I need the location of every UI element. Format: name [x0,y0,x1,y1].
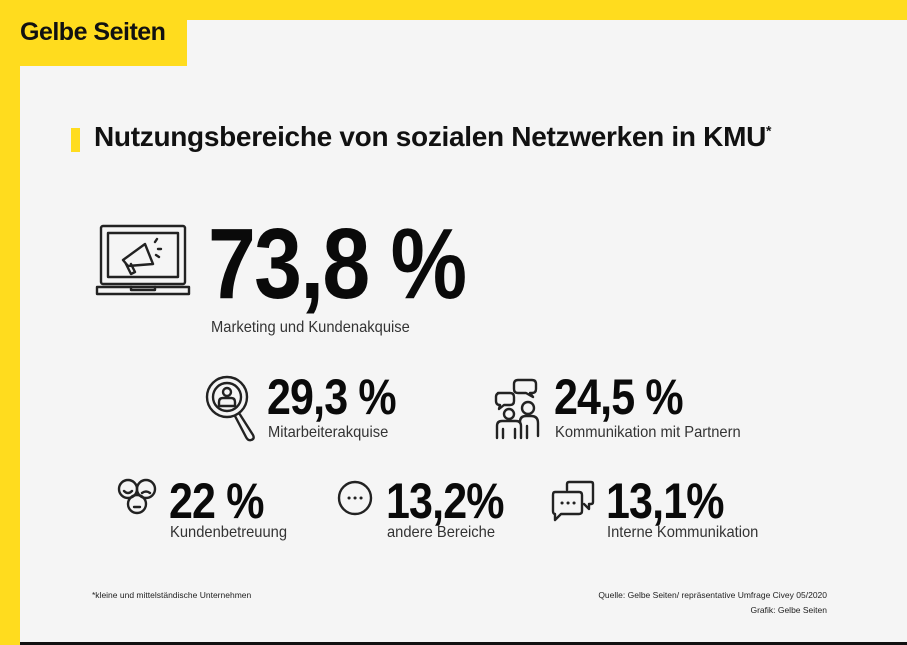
graphic-credit: Grafik: Gelbe Seiten [750,605,827,615]
faces-icon [117,478,157,515]
title-accent-bar [71,128,80,152]
stat-label-intern: Interne Kommunikation [607,524,759,541]
stat-value-partner: 24,5 % [554,369,684,425]
footnote: *kleine und mittelständische Unternehmen [92,590,252,600]
title-footnote-mark: * [766,122,772,139]
stat-value-andere: 13,2% [386,473,504,529]
source-note: Quelle: Gelbe Seiten/ repräsentative Umf… [598,590,827,600]
stat-label-mitarbeiter: Mitarbeiterakquise [268,424,389,441]
content-panel [20,20,907,642]
logo-text: Gelbe Seiten [20,18,166,46]
stat-value-intern: 13,1% [606,473,724,529]
stat-label-marketing: Marketing und Kundenakquise [211,319,410,336]
stat-value-mitarbeiter: 29,3 % [267,369,397,425]
stat-value-marketing: 73,8 % [208,208,467,320]
magnifier-person-icon [205,375,255,442]
laptop-megaphone-icon [95,224,191,296]
stat-label-andere: andere Bereiche [387,524,496,541]
stat-label-kundenbetreuung: Kundenbetreuung [170,524,288,541]
people-chat-icon [494,378,540,440]
page-title: Nutzungsbereiche von sozialen Netzwerken… [94,121,771,153]
title-text: Nutzungsbereiche von sozialen Netzwerken… [94,121,767,152]
stat-value-kundenbetreuung: 22 % [169,473,264,529]
chat-bubbles-icon [551,480,595,522]
logo: Gelbe Seiten [0,0,187,66]
stat-label-partner: Kommunikation mit Partnern [555,424,741,441]
ellipsis-circle-icon [337,480,373,516]
bottom-rule [20,642,907,645]
